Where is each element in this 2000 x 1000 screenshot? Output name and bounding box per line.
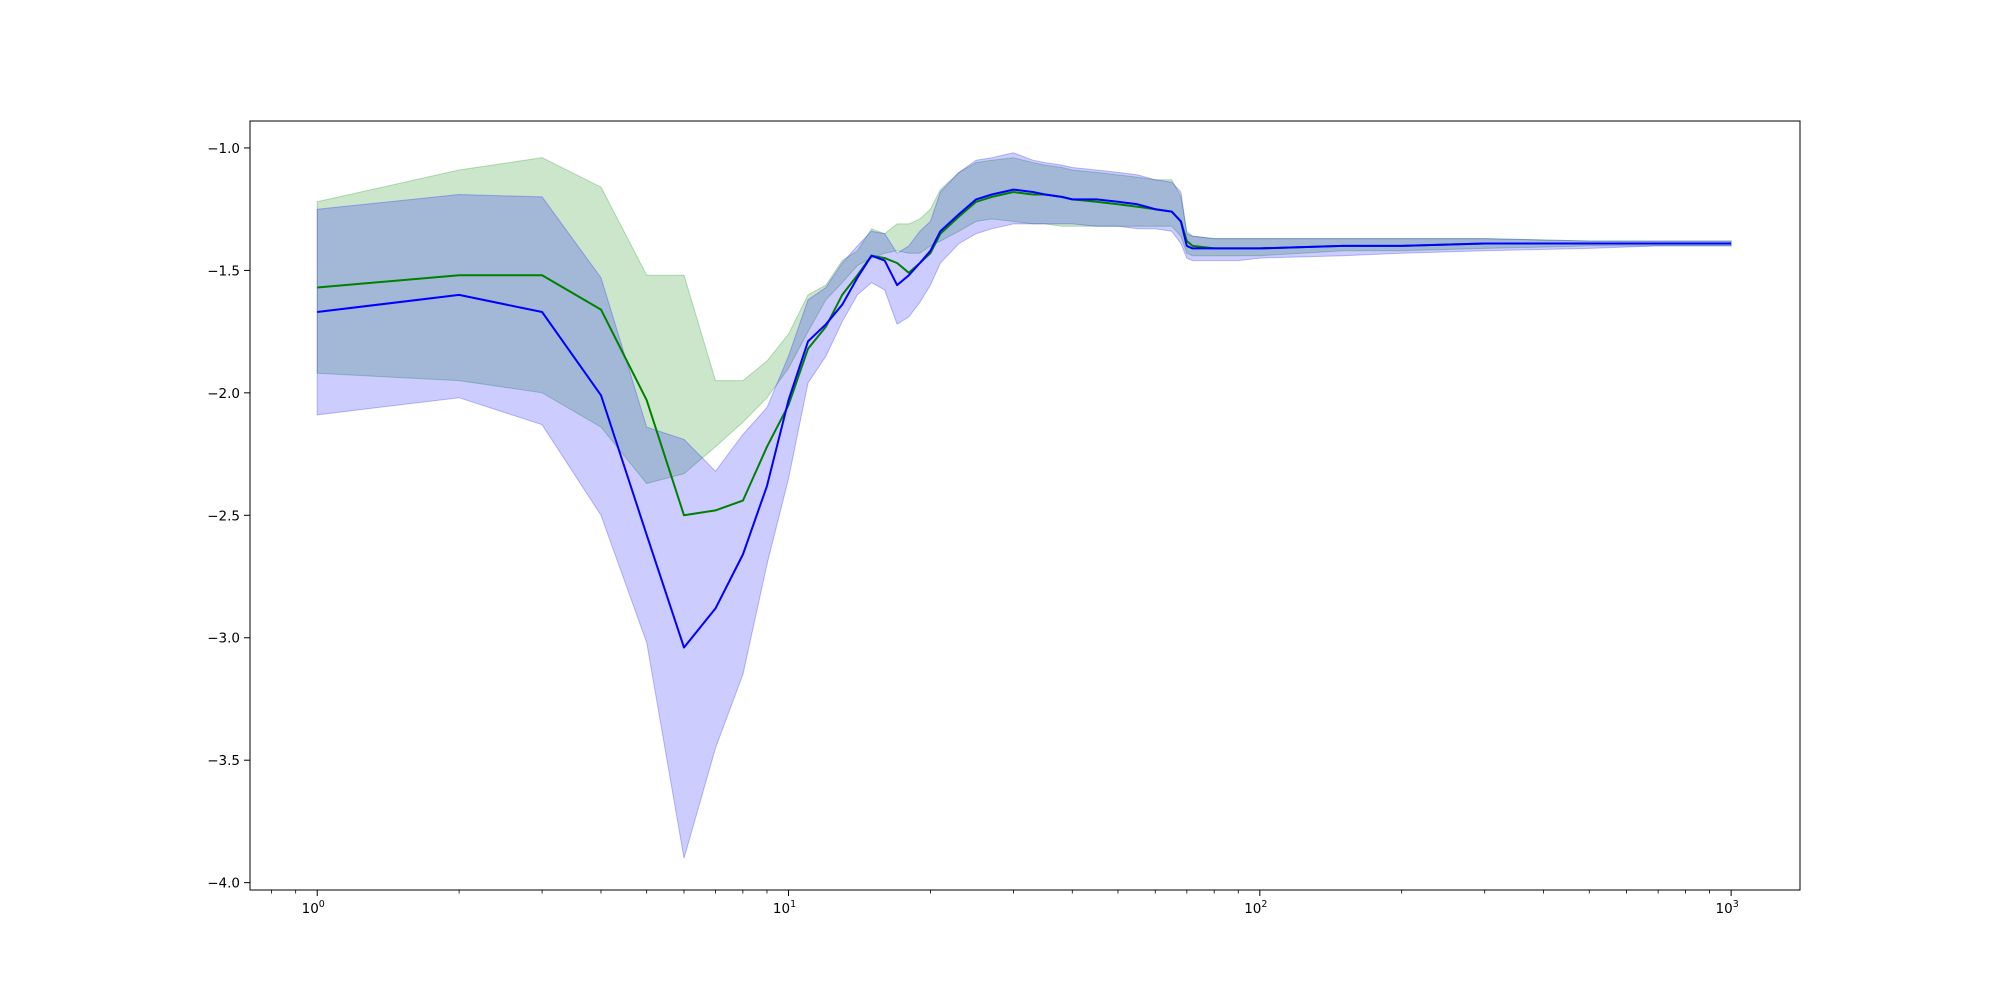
y-tick-label: −1.0 xyxy=(207,141,240,157)
y-tick-label: −3.0 xyxy=(207,631,240,647)
series-line-2 xyxy=(317,188,1732,649)
y-tick-label: −1.5 xyxy=(207,263,240,279)
x-tick-label: 102 xyxy=(1244,899,1267,917)
y-tick-label: −2.0 xyxy=(207,386,240,402)
plot-area xyxy=(250,121,1800,890)
x-tick-label: 101 xyxy=(773,899,796,917)
series-lines xyxy=(317,188,1732,649)
y-tick-label: −2.5 xyxy=(207,508,240,524)
y-tick-label: −4.0 xyxy=(207,876,240,892)
confidence-band-2 xyxy=(316,152,1732,859)
x-tick-label: 103 xyxy=(1716,899,1739,917)
x-tick-label: 100 xyxy=(302,899,325,917)
x-axis-minor-ticks xyxy=(271,890,1710,894)
plot-frame xyxy=(249,120,1801,891)
y-tick-label: −3.5 xyxy=(207,753,240,769)
y-axis: −1.0 −1.5 −2.0 −2.5 −3.0 −3.5 −4.0 xyxy=(207,141,250,892)
x-axis: 100 101 102 103 xyxy=(302,890,1739,917)
